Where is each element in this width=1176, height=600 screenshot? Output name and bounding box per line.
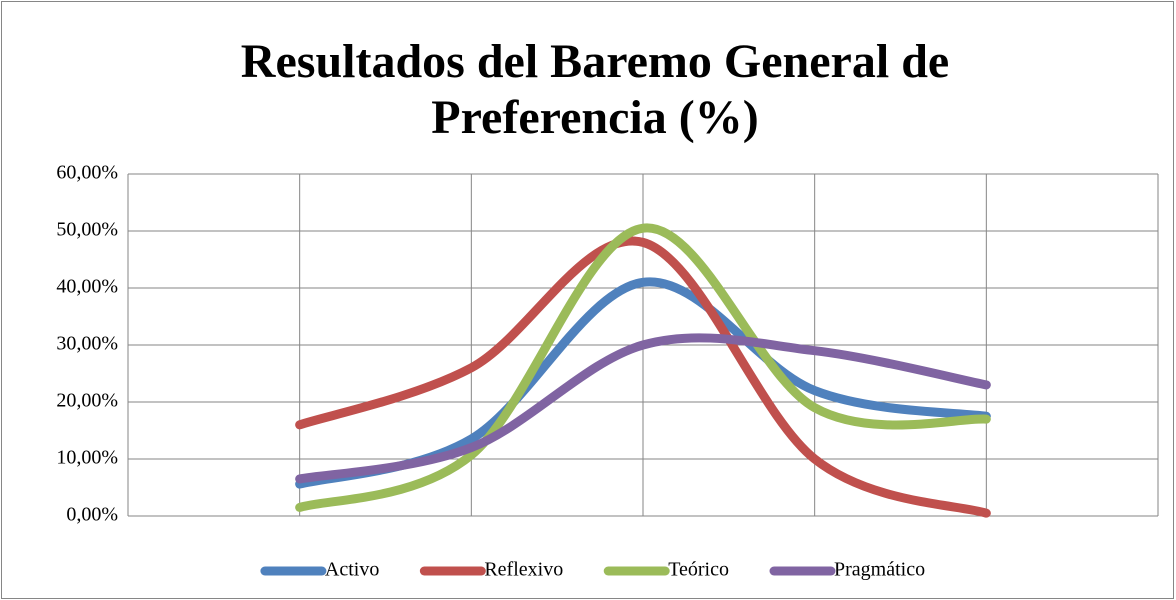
legend-label: Teórico bbox=[668, 559, 729, 581]
legend-label: Pragmático bbox=[834, 559, 925, 581]
series-line bbox=[295, 333, 991, 484]
series-line bbox=[295, 223, 991, 512]
legend-label: Activo bbox=[325, 559, 379, 581]
y-tick-label: 40,00% bbox=[56, 276, 118, 298]
y-tick-label: 50,00% bbox=[56, 219, 118, 241]
y-tick-label: 30,00% bbox=[56, 333, 118, 355]
y-tick-label: 10,00% bbox=[56, 447, 118, 469]
y-tick-label: 60,00% bbox=[56, 162, 118, 184]
chart-title: Resultados del Baremo General de Prefere… bbox=[240, 35, 950, 144]
legend-label: Reflexivo bbox=[484, 559, 563, 581]
series-line bbox=[295, 236, 991, 518]
y-tick-label: 20,00% bbox=[56, 390, 118, 412]
y-tick-label: 0,00% bbox=[66, 504, 118, 526]
